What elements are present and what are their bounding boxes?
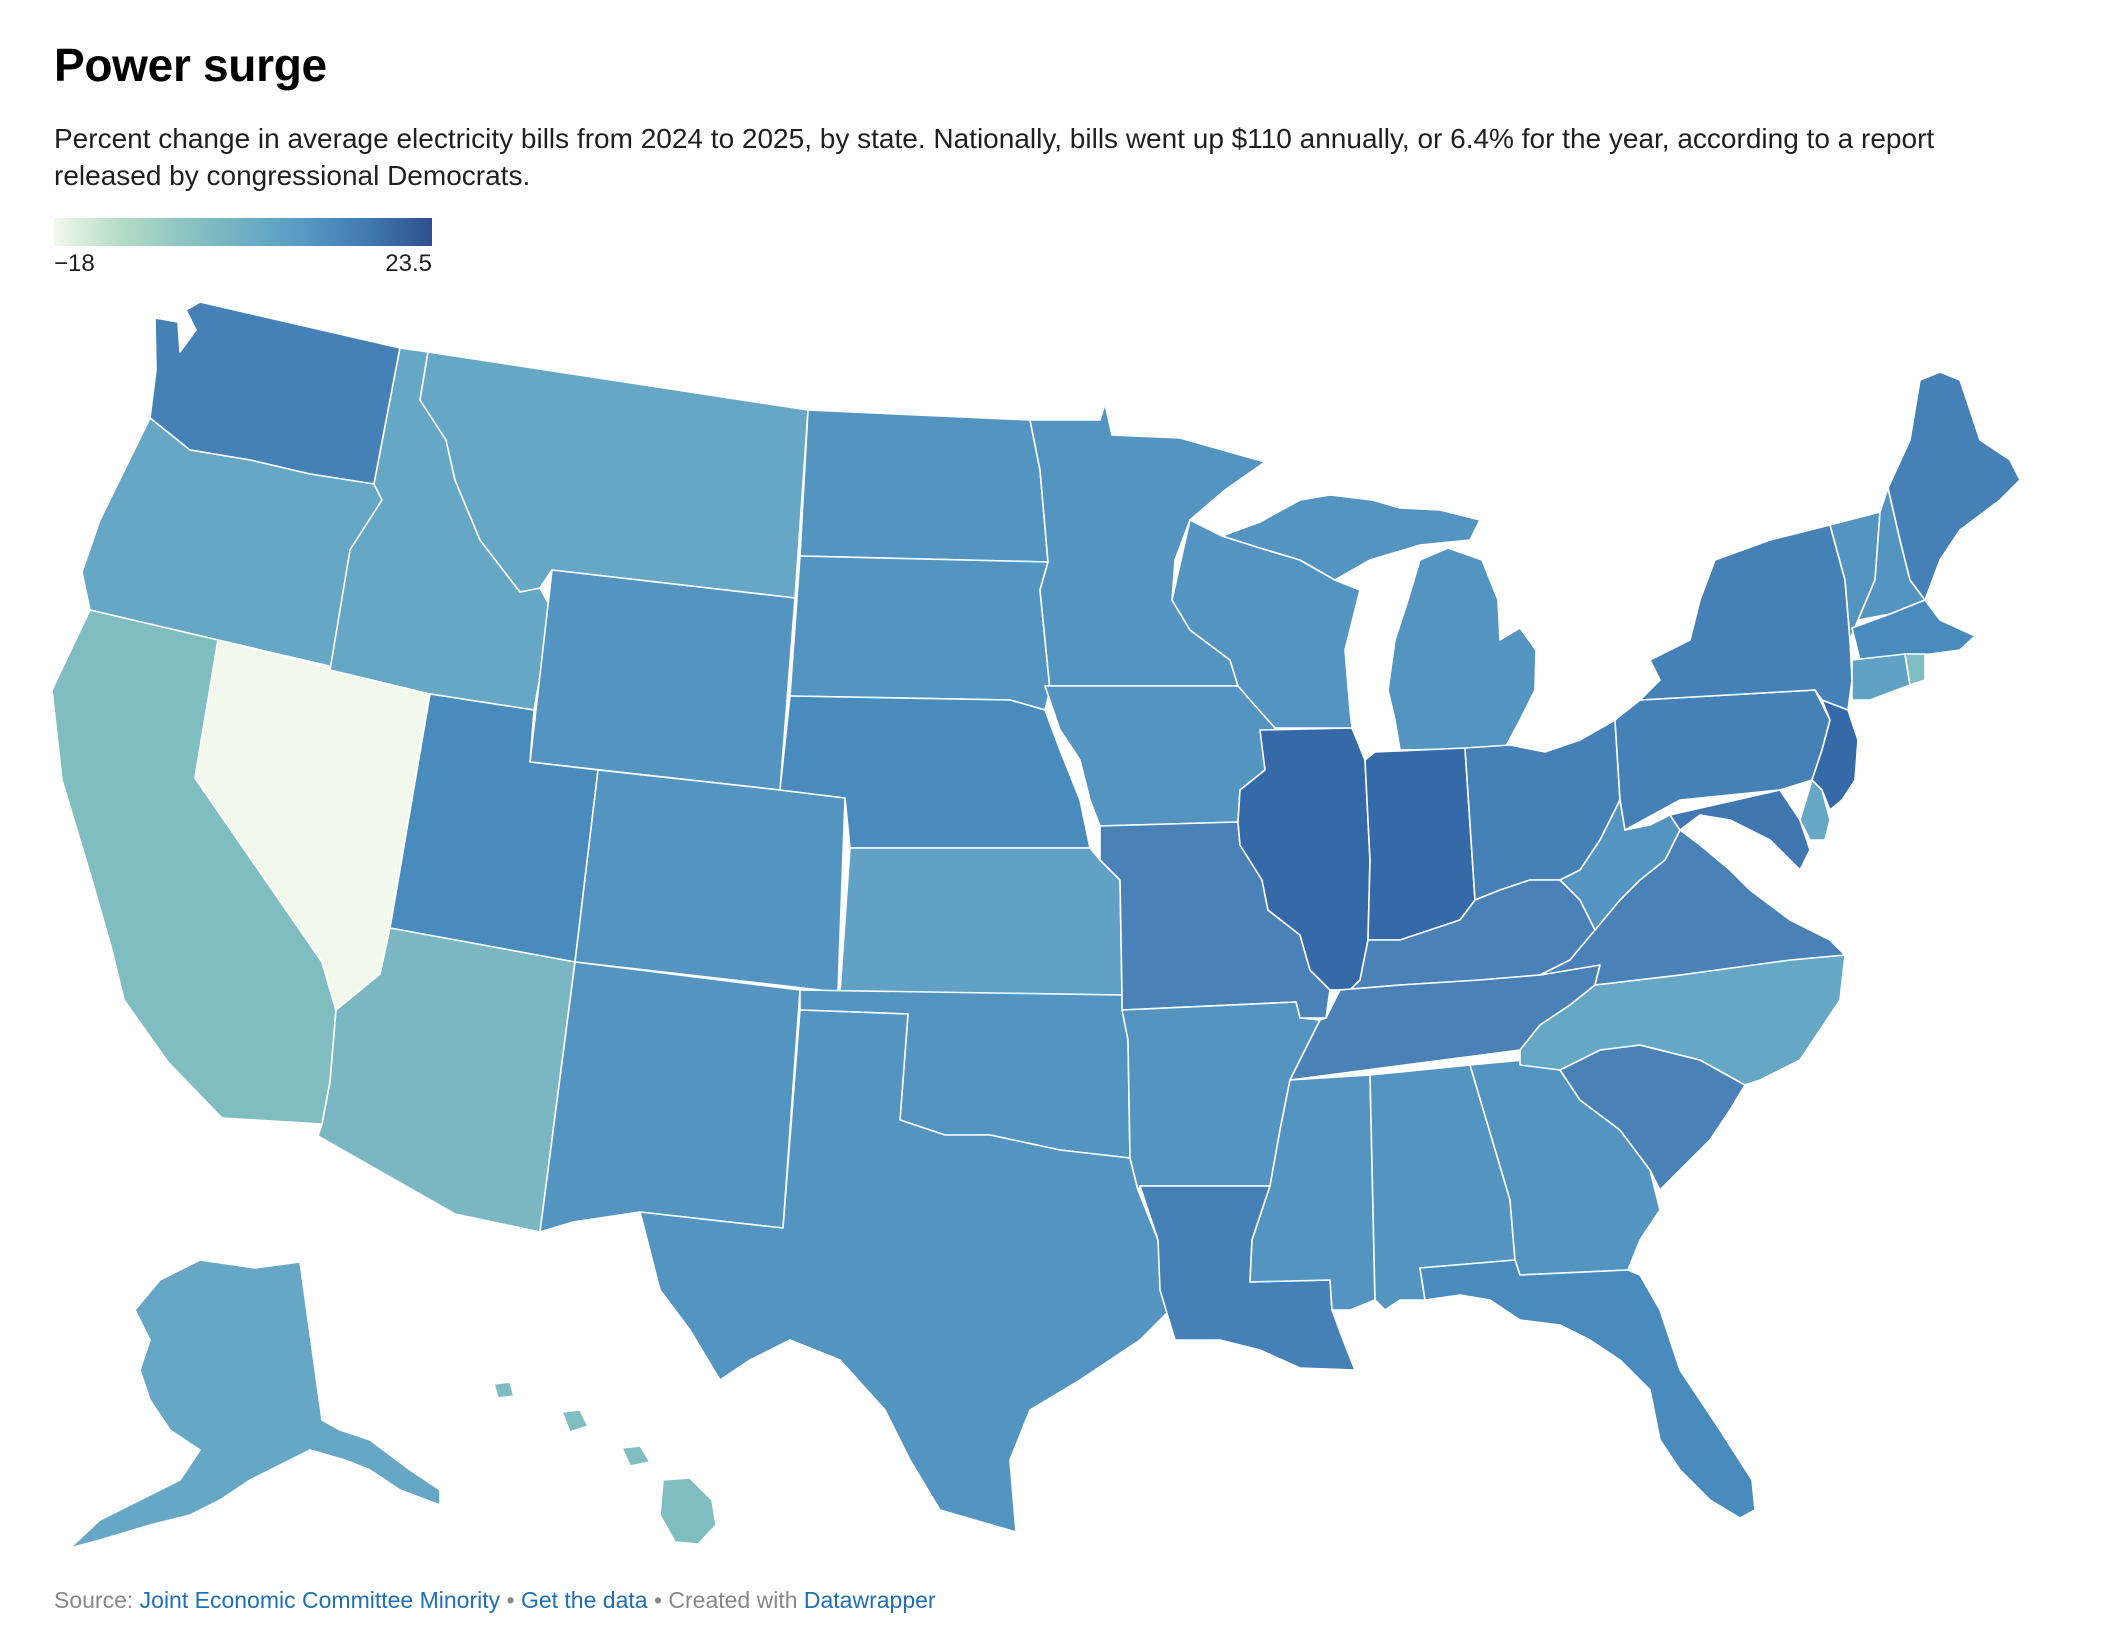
source-footer: Source: Joint Economic Committee Minorit… (54, 1587, 936, 1614)
state-hawaii-maui[interactable] (621, 1445, 651, 1467)
state-nebraska[interactable] (779, 695, 1091, 849)
state-wyoming[interactable] (529, 569, 796, 791)
state-kansas[interactable] (839, 847, 1123, 996)
state-north-dakota[interactable] (799, 409, 1049, 563)
state-hawaii[interactable] (659, 1477, 717, 1545)
legend-gradient-bar (54, 218, 432, 246)
color-legend: −18 23.5 (54, 218, 432, 277)
state-texas[interactable] (639, 1009, 1171, 1533)
source-prefix: Source: (54, 1587, 134, 1613)
datawrapper-link[interactable]: Datawrapper (803, 1587, 936, 1613)
state-florida[interactable] (1419, 1259, 1756, 1519)
state-new-jersey[interactable] (1811, 699, 1859, 811)
state-colorado[interactable] (574, 769, 846, 993)
footer-separator: • (506, 1587, 515, 1613)
state-connecticut[interactable] (1851, 653, 1911, 701)
legend-max-label: 23.5 (385, 250, 432, 277)
state-north-carolina[interactable] (1519, 954, 1846, 1086)
chart-subtitle: Percent change in average electricity bi… (54, 123, 1935, 191)
state-indiana[interactable] (1364, 747, 1476, 941)
source-link[interactable]: Joint Economic Committee Minority (139, 1587, 501, 1613)
state-rhode-island[interactable] (1904, 653, 1926, 686)
legend-labels: −18 23.5 (54, 246, 432, 277)
state-maine[interactable] (1887, 371, 2021, 601)
legend-min-label: −18 (54, 250, 95, 277)
state-michigan-upper[interactable] (1221, 494, 1481, 581)
created-with-text: • Created with (653, 1587, 798, 1613)
state-south-dakota[interactable] (789, 555, 1051, 711)
state-alaska[interactable] (69, 1259, 441, 1549)
state-hawaii-kauai[interactable] (493, 1381, 515, 1399)
state-michigan-lower[interactable] (1387, 547, 1537, 751)
state-montana[interactable] (419, 351, 809, 599)
state-new-york[interactable] (1639, 524, 1853, 711)
state-maryland[interactable] (1669, 789, 1811, 871)
chart-title: Power surge (54, 39, 327, 91)
get-the-data-link[interactable]: Get the data (520, 1587, 648, 1613)
state-hawaii-oahu[interactable] (561, 1409, 589, 1433)
state-new-mexico[interactable] (539, 961, 801, 1233)
